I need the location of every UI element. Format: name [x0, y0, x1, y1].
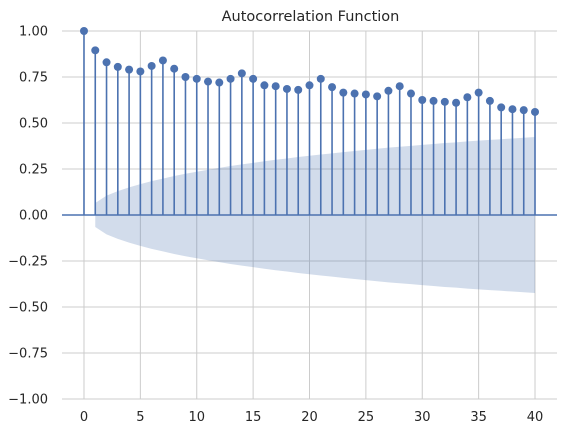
chart-title: Autocorrelation Function: [222, 9, 400, 25]
acf-marker-lag-39: [519, 106, 528, 115]
acf-marker-lag-37: [497, 103, 506, 112]
x-tick-label: 15: [245, 410, 262, 425]
acf-marker-lag-1: [91, 46, 100, 55]
acf-marker-lag-13: [226, 74, 235, 83]
y-tick-label: 0.50: [19, 117, 48, 132]
x-tick-label: 20: [301, 410, 318, 425]
acf-marker-lag-0: [79, 27, 88, 35]
acf-marker-lag-26: [373, 92, 382, 101]
acf-marker-lag-23: [339, 88, 348, 97]
y-tick-labels: −1.00 −0.75 −0.50 −0.25 0.00 0.25 0.50 0.75 1.00: [8, 25, 48, 408]
x-tick-label: 35: [470, 410, 487, 425]
acf-marker-lag-7: [158, 56, 167, 65]
y-tick-label: 1.00: [19, 25, 48, 40]
acf-marker-lag-3: [113, 62, 122, 71]
acf-marker-lag-5: [136, 67, 145, 76]
x-tick-labels: 0 5 10 15 20 25 30 35 40: [80, 410, 543, 425]
acf-marker-lag-21: [316, 74, 325, 83]
acf-marker-lag-36: [485, 96, 494, 105]
x-tick-label: 0: [80, 410, 88, 425]
acf-marker-lag-20: [305, 81, 314, 90]
acf-marker-lag-24: [350, 89, 359, 98]
acf-marker-lag-35: [474, 88, 483, 97]
acf-marker-lag-19: [294, 85, 303, 94]
acf-marker-lag-15: [249, 74, 258, 83]
acf-marker-lag-10: [192, 74, 201, 83]
y-tick-label: −0.25: [8, 255, 48, 270]
acf-marker-lag-31: [429, 96, 438, 105]
x-tick-label: 25: [358, 410, 375, 425]
x-tick-label: 30: [414, 410, 431, 425]
acf-marker-lag-25: [361, 90, 370, 99]
acf-marker-lag-22: [328, 83, 337, 92]
acf-marker-lag-30: [418, 96, 427, 104]
acf-marker-lag-29: [406, 89, 415, 98]
y-tick-label: 0.75: [19, 71, 48, 86]
x-tick-label: 10: [188, 410, 205, 425]
acf-marker-lag-27: [384, 86, 393, 95]
acf-marker-lag-9: [181, 73, 190, 81]
y-tick-label: −1.00: [8, 393, 48, 408]
acf-marker-lag-18: [282, 84, 291, 93]
acf-marker-lag-34: [463, 93, 472, 102]
x-tick-label: 5: [136, 410, 144, 425]
y-tick-label: 0.25: [19, 163, 48, 178]
acf-marker-lag-40: [531, 107, 540, 116]
acf-marker-lag-38: [508, 105, 517, 114]
acf-marker-lag-14: [237, 69, 246, 78]
acf-marker-lag-11: [204, 77, 213, 86]
acf-marker-lag-17: [271, 82, 280, 91]
acf-marker-lag-4: [125, 65, 134, 74]
y-tick-label: −0.50: [8, 301, 48, 316]
acf-marker-lag-32: [440, 97, 449, 106]
x-tick-label: 40: [527, 410, 544, 425]
acf-marker-lag-6: [147, 61, 156, 70]
acf-marker-lag-2: [102, 58, 111, 67]
acf-marker-lag-33: [452, 98, 461, 107]
acf-markers: [79, 27, 540, 116]
y-tick-label: −0.75: [8, 347, 48, 362]
acf-marker-lag-12: [215, 78, 224, 87]
y-tick-label: 0.00: [19, 209, 48, 224]
acf-marker-lag-8: [170, 64, 179, 73]
acf-marker-lag-28: [395, 82, 404, 91]
acf-stems: [83, 31, 536, 215]
acf-marker-lag-16: [260, 81, 269, 90]
